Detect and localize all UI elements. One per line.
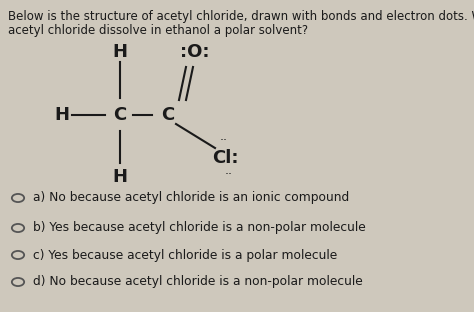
Text: ··: ·· [220, 134, 228, 148]
Text: b) Yes because acetyl chloride is a non-polar molecule: b) Yes because acetyl chloride is a non-… [33, 222, 366, 235]
Text: :O:: :O: [180, 43, 210, 61]
Text: H: H [112, 43, 128, 61]
Text: acetyl chloride dissolve in ethanol a polar solvent?: acetyl chloride dissolve in ethanol a po… [8, 24, 308, 37]
Text: d) No because acetyl chloride is a non-polar molecule: d) No because acetyl chloride is a non-p… [33, 275, 363, 289]
Text: Cl:: Cl: [212, 149, 238, 167]
Text: H: H [55, 106, 70, 124]
Text: C: C [161, 106, 174, 124]
Text: a) No because acetyl chloride is an ionic compound: a) No because acetyl chloride is an ioni… [33, 192, 349, 204]
Text: H: H [112, 168, 128, 186]
Text: C: C [113, 106, 127, 124]
Text: Below is the structure of acetyl chloride, drawn with bonds and electron dots. W: Below is the structure of acetyl chlorid… [8, 10, 474, 23]
Text: ··: ·· [225, 168, 233, 182]
Text: c) Yes because acetyl chloride is a polar molecule: c) Yes because acetyl chloride is a pola… [33, 248, 337, 261]
